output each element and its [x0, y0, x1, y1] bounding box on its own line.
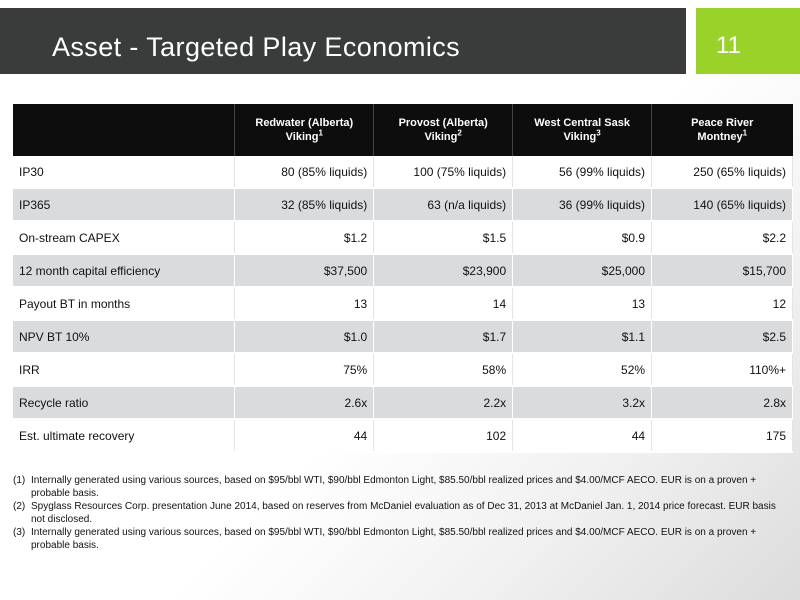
- column-header: West Central Sask Viking3: [512, 104, 653, 156]
- row-label: NPV BT 10%: [13, 320, 236, 354]
- footnote-text: Spyglass Resources Corp. presentation Ju…: [31, 501, 776, 525]
- footnote-text: Internally generated using various sourc…: [31, 527, 757, 551]
- column-header-line2: Viking: [424, 131, 458, 143]
- row-label: Est. ultimate recovery: [13, 419, 236, 453]
- table-row: Recycle ratio 2.6x 2.2x 3.2x 2.8x: [13, 386, 793, 420]
- table-cell: $1.1: [512, 320, 653, 354]
- table-cell: 63 (n/a liquids): [373, 188, 514, 222]
- table-cell: 12: [651, 287, 793, 321]
- header-blank: [13, 104, 236, 156]
- table-cell: $15,700: [651, 254, 793, 288]
- table-row: Payout BT in months 13 14 13 12: [13, 287, 793, 321]
- table-cell: 13: [234, 287, 375, 321]
- footnotes: (1) Internally generated using various so…: [13, 474, 788, 552]
- table-cell: 13: [512, 287, 653, 321]
- table-row: IP365 32 (85% liquids) 63 (n/a liquids) 36 …: [13, 188, 793, 222]
- table-cell: 175: [651, 419, 793, 453]
- column-header-line1: Provost (Alberta): [398, 117, 488, 129]
- row-label: 12 month capital efficiency: [13, 254, 236, 288]
- table-cell: 3.2x: [512, 386, 653, 420]
- row-label: Recycle ratio: [13, 386, 236, 420]
- column-header-line1: Redwater (Alberta): [255, 117, 354, 129]
- footnote-ref: 3: [596, 128, 601, 138]
- row-label: Payout BT in months: [13, 287, 236, 321]
- column-header-line1: West Central Sask: [534, 117, 630, 129]
- table-cell: 44: [234, 419, 375, 453]
- footnote-mark: (1): [13, 475, 26, 486]
- table-cell: $2.2: [651, 221, 793, 255]
- table-cell: $23,900: [373, 254, 514, 288]
- table-cell: 140 (65% liquids): [651, 188, 793, 222]
- table-cell: 100 (75% liquids): [373, 156, 514, 189]
- table-cell: 56 (99% liquids): [512, 156, 653, 189]
- table-cell: 80 (85% liquids): [234, 156, 375, 189]
- table-cell: 36 (99% liquids): [512, 188, 653, 222]
- table-cell: $1.5: [373, 221, 514, 255]
- table-cell: $0.9: [512, 221, 653, 255]
- footnote: (1) Internally generated using various so…: [13, 474, 788, 500]
- footnote-mark: (3): [13, 527, 26, 538]
- table-cell: 32 (85% liquids): [234, 188, 375, 222]
- table-row: 12 month capital efficiency $37,500 $23,90…: [13, 254, 793, 288]
- economics-table: Redwater (Alberta) Viking1 Provost (Alber…: [13, 104, 793, 453]
- footnote-mark: (2): [13, 501, 26, 512]
- footnote-ref: 1: [742, 128, 748, 138]
- table-cell: 52%: [512, 353, 653, 387]
- table-cell: 44: [512, 419, 653, 453]
- page-title: Asset - Targeted Play Economics: [52, 32, 461, 62]
- table-cell: $1.7: [373, 320, 514, 354]
- table-row: IRR 75% 58% 52% 110%+: [13, 353, 793, 387]
- table-cell: 58%: [373, 353, 514, 387]
- table-cell: $25,000: [512, 254, 653, 288]
- table-cell: 2.8x: [651, 386, 793, 420]
- table-cell: $1.0: [234, 320, 375, 354]
- table-cell: $37,500: [234, 254, 375, 288]
- table-header-row: Redwater (Alberta) Viking1 Provost (Alber…: [13, 104, 793, 156]
- table-row: On-stream CAPEX $1.2 $1.5 $0.9 $2.2: [13, 221, 793, 255]
- row-label: On-stream CAPEX: [13, 221, 236, 255]
- table-cell: 14: [373, 287, 514, 321]
- footnote-ref: 1: [318, 128, 323, 138]
- page-number: 11: [716, 32, 741, 59]
- row-label: IRR: [13, 353, 236, 387]
- row-label: IP30: [13, 156, 236, 189]
- column-header: Provost (Alberta) Viking2: [373, 104, 514, 156]
- footnote: (3) Internally generated using various so…: [13, 526, 788, 552]
- column-header-line2: Viking: [563, 131, 597, 143]
- column-header: Redwater (Alberta) Viking1: [234, 104, 375, 156]
- column-header-line2: Viking: [285, 131, 319, 143]
- footnote: (2) Spyglass Resources Corp. presentation…: [13, 500, 788, 526]
- table-row: Est. ultimate recovery 44 102 44 175: [13, 419, 793, 453]
- column-header-line2: Montney: [697, 131, 743, 143]
- table-cell: $1.2: [234, 221, 375, 255]
- footnote-text: Internally generated using various sourc…: [31, 475, 757, 499]
- table-cell: 2.6x: [234, 386, 375, 420]
- table-cell: 250 (65% liquids): [651, 156, 793, 189]
- column-header-line1: Peace River: [691, 117, 754, 129]
- table-cell: 75%: [234, 353, 375, 387]
- footnote-ref: 2: [457, 128, 462, 138]
- column-header: Peace River Montney1: [651, 104, 793, 156]
- title-bar: Asset - Targeted Play Economics: [0, 8, 686, 74]
- page-number-box: 11: [696, 8, 800, 74]
- table-cell: $2.5: [651, 320, 793, 354]
- row-label: IP365: [13, 188, 236, 222]
- table-row: NPV BT 10% $1.0 $1.7 $1.1 $2.5: [13, 320, 793, 354]
- table-cell: 102: [373, 419, 514, 453]
- table-cell: 110%+: [651, 353, 793, 387]
- table-row: IP30 80 (85% liquids) 100 (75% liquids) 56 …: [13, 156, 793, 189]
- table-cell: 2.2x: [373, 386, 514, 420]
